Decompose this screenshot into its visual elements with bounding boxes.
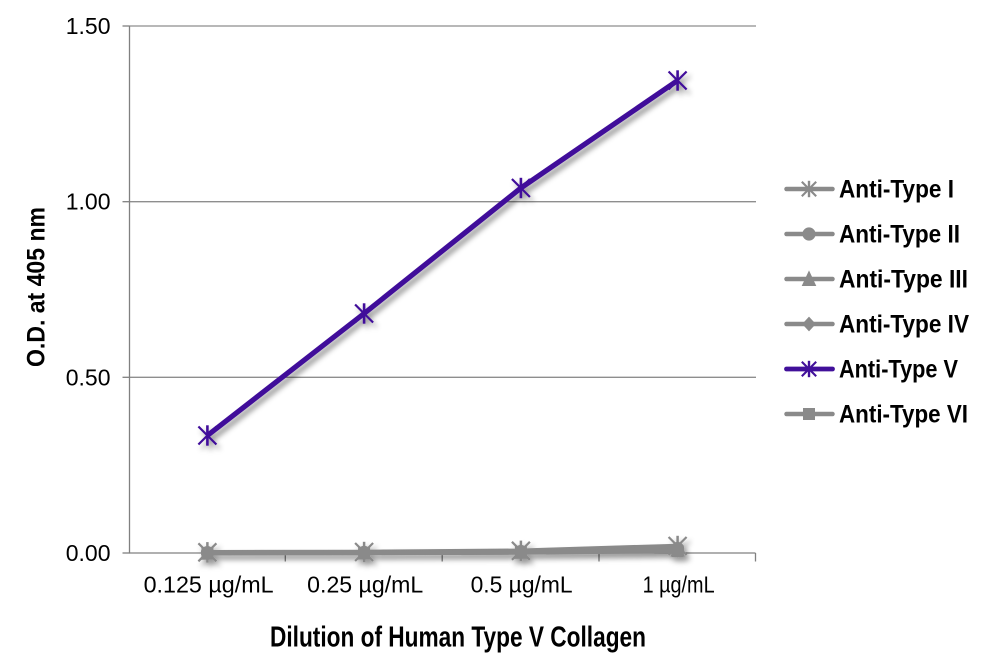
svg-text:1.00: 1.00: [66, 189, 111, 215]
svg-text:Anti-Type III: Anti-Type III: [839, 266, 968, 294]
svg-text:0.50: 0.50: [66, 364, 111, 390]
svg-text:0.5 µg/mL: 0.5 µg/mL: [471, 572, 573, 598]
svg-text:Anti-Type II: Anti-Type II: [839, 221, 960, 249]
svg-text:1 µg/mL: 1 µg/mL: [643, 572, 715, 598]
svg-text:Anti-Type IV: Anti-Type IV: [839, 311, 969, 339]
svg-text:Anti-Type I: Anti-Type I: [839, 176, 954, 204]
svg-text:Anti-Type V: Anti-Type V: [839, 356, 958, 384]
svg-text:0.25 µg/mL: 0.25 µg/mL: [307, 572, 423, 598]
svg-text:Dilution of Human Type V Colla: Dilution of Human Type V Collagen: [270, 622, 646, 654]
svg-text:0.00: 0.00: [66, 540, 111, 566]
svg-text:Anti-Type VI: Anti-Type VI: [839, 401, 968, 429]
svg-text:1.50: 1.50: [66, 13, 111, 39]
svg-text:O.D. at 405 nm: O.D. at 405 nm: [23, 207, 51, 367]
svg-text:0.125 µg/mL: 0.125 µg/mL: [144, 572, 274, 598]
